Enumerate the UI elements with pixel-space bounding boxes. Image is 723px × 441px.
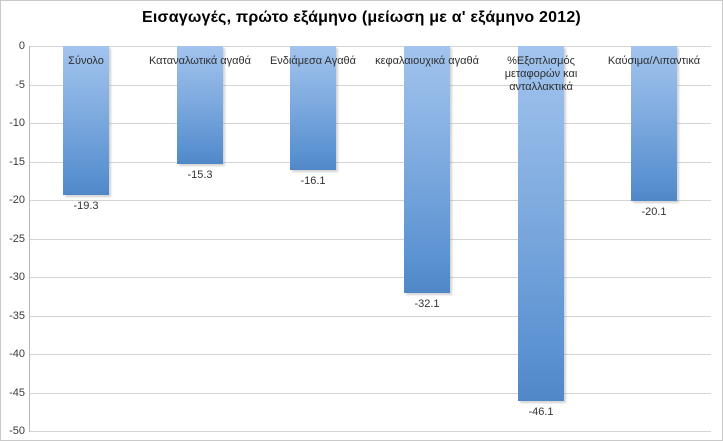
gridline bbox=[29, 85, 711, 86]
bar-category-label: κεφαλαιουχικά αγαθά bbox=[375, 55, 479, 67]
gridline bbox=[29, 393, 711, 394]
bar bbox=[404, 46, 450, 293]
gridline bbox=[29, 277, 711, 278]
gridline bbox=[29, 354, 711, 355]
bar-category-label: Καταναλωτικά αγαθά bbox=[148, 55, 251, 67]
gridline bbox=[29, 162, 711, 163]
y-tick-label: -25 bbox=[9, 233, 25, 245]
bar-value-label: -32.1 bbox=[414, 298, 440, 310]
bar-category-label: Καύσιμα/Λιπαντικά bbox=[607, 55, 701, 67]
bar-category-label: Σύνολο bbox=[68, 55, 104, 67]
bar-category-label: %Εξοπλισμός μεταφορών και ανταλλακτικά bbox=[504, 55, 578, 93]
bar bbox=[63, 46, 109, 195]
y-tick-label: -10 bbox=[9, 117, 25, 129]
bar-category-label: Ενδιάμεσα Αγαθά bbox=[269, 55, 357, 67]
y-tick-label: 0 bbox=[18, 40, 25, 52]
gridline bbox=[29, 239, 711, 240]
bar-value-label: -16.1 bbox=[300, 175, 326, 187]
bar bbox=[290, 46, 336, 170]
bar-value-label: -46.1 bbox=[528, 406, 554, 418]
y-tick-label: -30 bbox=[9, 271, 25, 283]
gridline bbox=[29, 46, 711, 47]
gridline bbox=[29, 200, 711, 201]
gridline bbox=[29, 431, 711, 432]
y-tick-label: -35 bbox=[9, 310, 25, 322]
bar bbox=[631, 46, 677, 201]
bar bbox=[177, 46, 223, 164]
bar-value-label: -19.3 bbox=[73, 200, 99, 212]
y-tick-label: -5 bbox=[15, 79, 25, 91]
y-tick-label: -40 bbox=[9, 348, 25, 360]
bar bbox=[518, 46, 564, 401]
bar-value-label: -20.1 bbox=[641, 206, 667, 218]
bar-value-label: -15.3 bbox=[187, 169, 213, 181]
gridline bbox=[29, 316, 711, 317]
y-tick-label: -45 bbox=[9, 387, 25, 399]
chart-title: Εισαγωγές, πρώτο εξάμηνο (μείωση με α' ε… bbox=[142, 9, 581, 26]
gridline bbox=[29, 123, 711, 124]
y-axis-line bbox=[29, 46, 30, 432]
plot-area: Σύνολο -19.3 Καταναλωτικά αγαθά -15.3 Ενδιάμ… bbox=[29, 46, 711, 432]
y-tick-label: -50 bbox=[9, 425, 25, 437]
y-tick-label: -20 bbox=[9, 194, 25, 206]
y-tick-label: -15 bbox=[9, 156, 25, 168]
